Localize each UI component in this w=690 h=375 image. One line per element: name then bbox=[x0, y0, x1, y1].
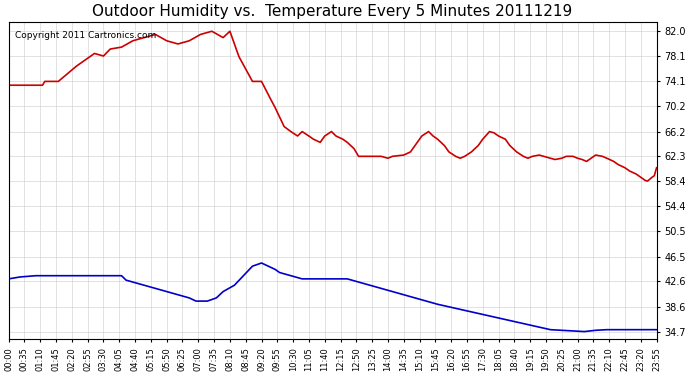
Text: Copyright 2011 Cartronics.com: Copyright 2011 Cartronics.com bbox=[15, 31, 157, 40]
Title: Outdoor Humidity vs.  Temperature Every 5 Minutes 20111219: Outdoor Humidity vs. Temperature Every 5… bbox=[92, 4, 573, 19]
